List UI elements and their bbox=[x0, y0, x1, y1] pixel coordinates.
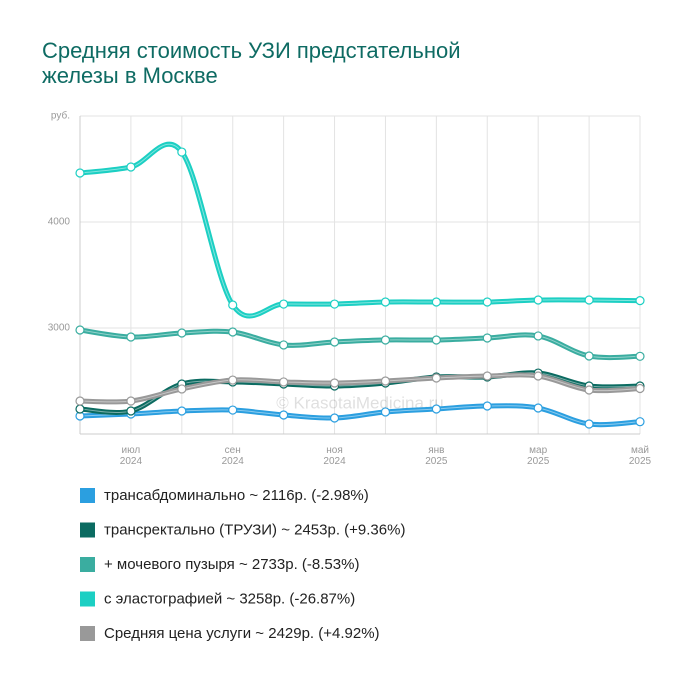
x-tick-label: май 2025 bbox=[629, 445, 652, 467]
legend-label: с эластографией ~ 3258р. (-26.87%) bbox=[104, 590, 355, 607]
point bbox=[329, 299, 340, 309]
point bbox=[635, 417, 645, 427]
point bbox=[177, 406, 187, 416]
point bbox=[482, 297, 492, 307]
point bbox=[635, 383, 645, 394]
point bbox=[228, 327, 238, 337]
point bbox=[584, 351, 594, 361]
legend-swatch bbox=[80, 557, 95, 572]
point bbox=[279, 299, 289, 309]
point bbox=[380, 335, 391, 345]
point bbox=[533, 295, 543, 305]
point bbox=[279, 340, 289, 350]
point bbox=[279, 377, 289, 387]
point bbox=[584, 385, 594, 395]
point bbox=[177, 328, 187, 338]
point bbox=[75, 396, 85, 406]
point bbox=[329, 413, 340, 423]
point bbox=[533, 331, 543, 341]
y-tick-label: руб. bbox=[51, 110, 70, 122]
point bbox=[329, 378, 340, 388]
point bbox=[533, 403, 543, 413]
series-line bbox=[79, 141, 641, 319]
point bbox=[177, 384, 187, 394]
point bbox=[279, 410, 289, 420]
legend-label: трансабдоминально ~ 2116р. (-2.98%) bbox=[104, 487, 369, 504]
legend-swatch bbox=[80, 488, 95, 503]
legend-swatch bbox=[80, 522, 95, 538]
point bbox=[431, 373, 441, 383]
legend-swatch bbox=[80, 626, 95, 641]
point bbox=[431, 335, 441, 345]
point bbox=[329, 337, 340, 347]
x-tick-label: сен 2024 bbox=[222, 445, 245, 467]
point bbox=[482, 401, 492, 411]
chart-title: Средняя стоимость УЗИ предстательной bbox=[42, 38, 461, 63]
point bbox=[75, 325, 85, 335]
point bbox=[380, 376, 391, 386]
point bbox=[126, 332, 136, 342]
series-line-highlight bbox=[79, 143, 641, 317]
point bbox=[482, 333, 492, 343]
point bbox=[177, 147, 187, 157]
point bbox=[126, 396, 136, 406]
point bbox=[431, 297, 441, 307]
point bbox=[584, 419, 594, 429]
point bbox=[635, 296, 645, 306]
point bbox=[380, 407, 391, 417]
point bbox=[228, 405, 238, 415]
point bbox=[228, 375, 238, 385]
x-tick-label: мар 2025 bbox=[527, 445, 550, 467]
x-tick-label: ноя 2024 bbox=[323, 445, 346, 467]
y-tick-label: 3000 bbox=[48, 323, 71, 334]
point bbox=[75, 404, 85, 414]
legend-swatch bbox=[80, 591, 95, 607]
x-tick-label: июл 2024 bbox=[120, 445, 143, 467]
point bbox=[126, 406, 136, 416]
watermark: © KrasotaiMedicina.ru bbox=[276, 393, 444, 412]
point bbox=[635, 351, 645, 361]
point bbox=[228, 300, 238, 310]
x-tick-label: янв 2025 bbox=[425, 445, 448, 467]
point bbox=[126, 162, 136, 172]
point bbox=[431, 404, 441, 414]
point bbox=[380, 297, 391, 307]
legend-label: трансректально (ТРУЗИ) ~ 2453р. (+9.36%) bbox=[104, 521, 405, 538]
legend-label: + мочевого пузыря ~ 2733р. (-8.53%) bbox=[104, 556, 359, 573]
point bbox=[533, 371, 543, 381]
legend-label: Средняя цена услуги ~ 2429р. (+4.92%) bbox=[104, 625, 380, 642]
point bbox=[584, 295, 594, 305]
y-tick-label: 4000 bbox=[48, 217, 71, 228]
chart-title: железы в Москве bbox=[42, 63, 218, 88]
point bbox=[482, 371, 492, 381]
point bbox=[75, 168, 85, 178]
